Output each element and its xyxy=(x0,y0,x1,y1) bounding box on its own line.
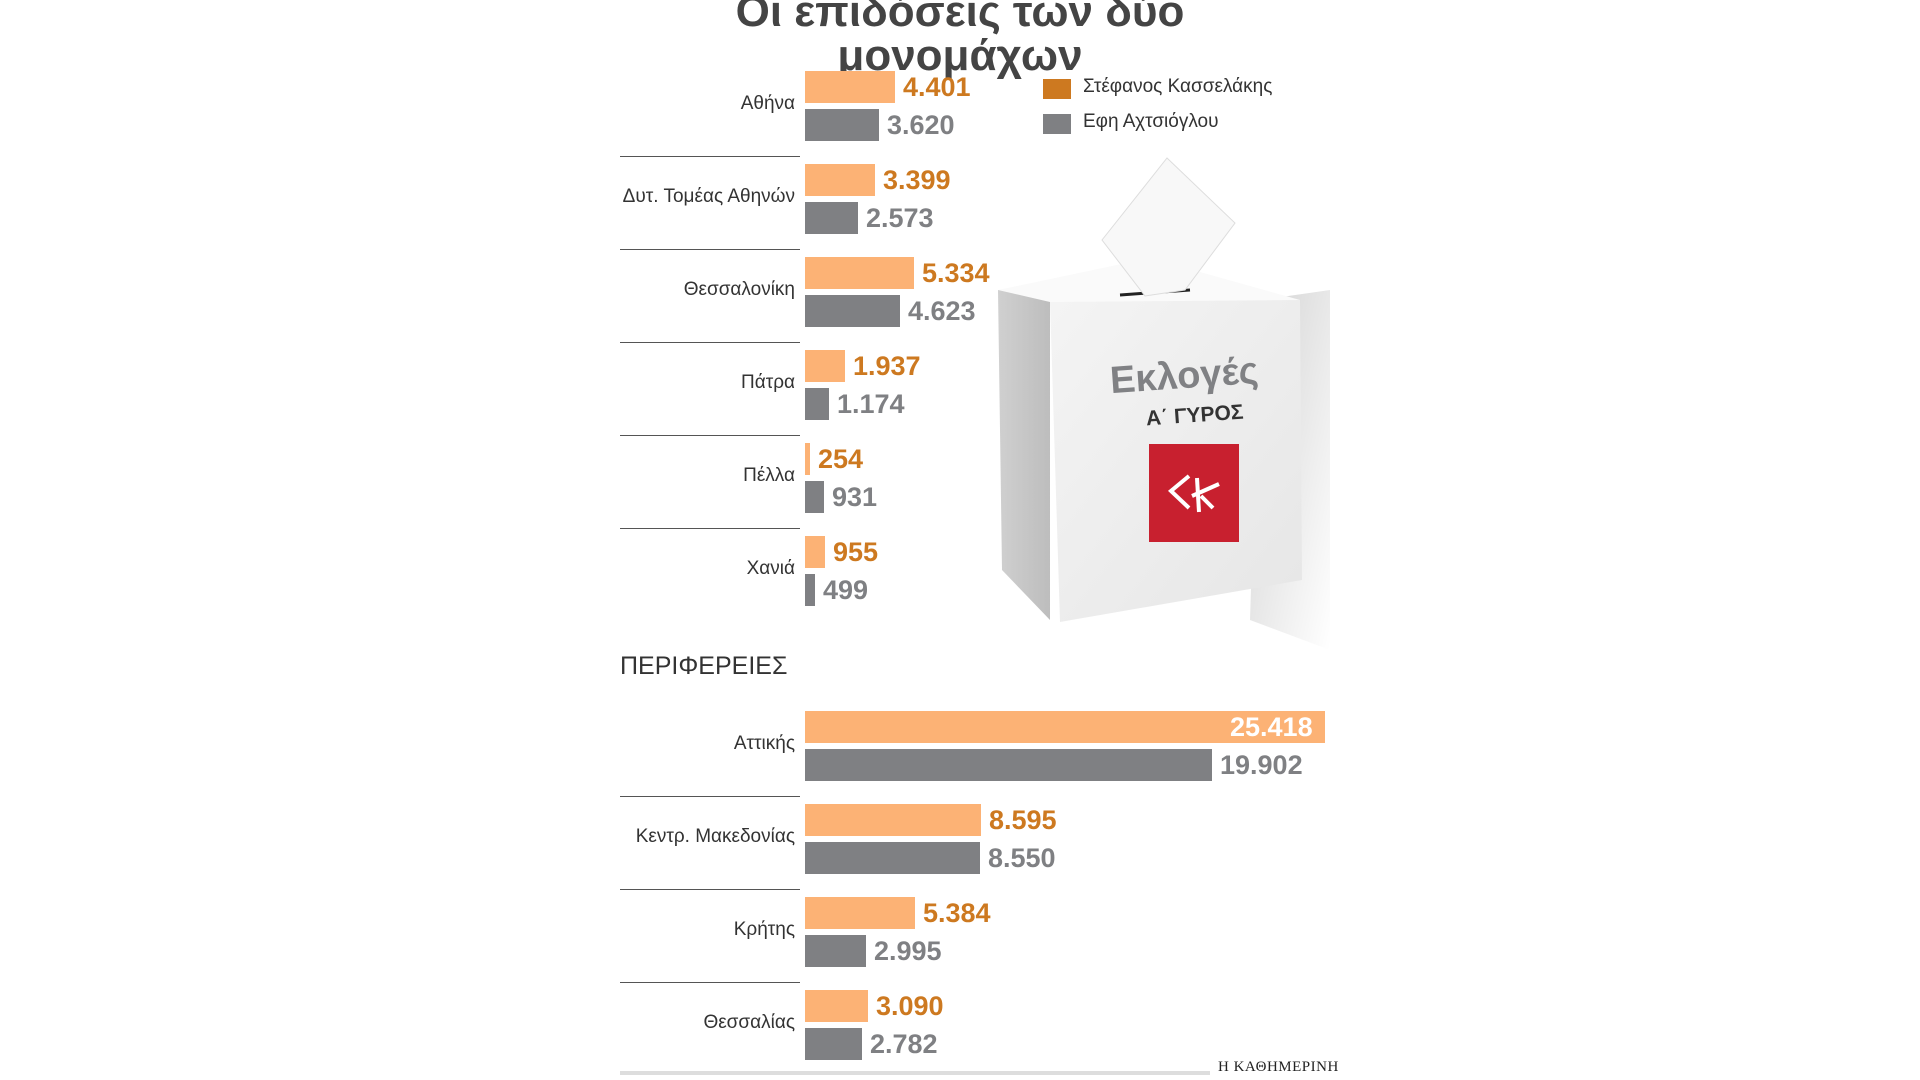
data-label: 2.573 xyxy=(866,203,934,233)
data-label: 5.384 xyxy=(923,898,991,928)
row-separator xyxy=(620,342,800,343)
category-label: Δυτ. Τομέας Αθηνών xyxy=(622,186,795,207)
bar-achtsioglou xyxy=(805,109,879,141)
bar-kasselakis xyxy=(805,536,825,568)
bar-achtsioglou xyxy=(805,202,858,234)
row-separator xyxy=(620,156,800,157)
bar-kasselakis xyxy=(805,990,868,1022)
category-label: Χανιά xyxy=(746,558,795,579)
category-label: Αθήνα xyxy=(740,93,795,114)
category-label: Θεσσαλίας xyxy=(703,1012,795,1033)
data-label: 4.623 xyxy=(908,296,976,326)
row-separator xyxy=(620,249,800,250)
bar-achtsioglou xyxy=(805,1028,862,1060)
syriza-logo-icon xyxy=(1149,444,1239,542)
data-label: 2.782 xyxy=(870,1029,938,1059)
bar-kasselakis xyxy=(805,257,914,289)
bar-kasselakis xyxy=(805,71,895,103)
data-label: 1.937 xyxy=(853,351,921,381)
footer-rule xyxy=(620,1071,1210,1075)
source-credit: Η ΚΑΘΗΜΕΡΙΝΗ xyxy=(1218,1059,1339,1075)
category-label: Κρήτης xyxy=(733,919,795,940)
data-label: 955 xyxy=(833,537,879,567)
bar-achtsioglou xyxy=(805,749,1212,781)
data-label: 3.620 xyxy=(887,110,955,140)
legend-label-kasselakis: Στέφανος Κασσελάκης xyxy=(1083,76,1273,97)
bar-achtsioglou xyxy=(805,388,829,420)
row-separator xyxy=(620,889,800,890)
bar-kasselakis xyxy=(805,804,981,836)
data-label: 499 xyxy=(823,575,869,605)
bar-achtsioglou xyxy=(805,481,824,513)
bar-kasselakis xyxy=(805,164,875,196)
data-label: 19.902 xyxy=(1220,750,1303,780)
row-separator xyxy=(620,528,800,529)
row-separator xyxy=(620,435,800,436)
legend-swatch-achtsioglou xyxy=(1043,114,1071,134)
data-label: 2.995 xyxy=(874,936,942,966)
bar-kasselakis xyxy=(805,897,915,929)
ballot-box-illustration xyxy=(998,157,1330,650)
bar-achtsioglou xyxy=(805,935,866,967)
section-label-regions: ΠΕΡΙΦΕΡΕΙΕΣ xyxy=(620,652,788,680)
category-label: Αττικής xyxy=(733,733,795,754)
data-label: 8.595 xyxy=(989,805,1057,835)
legend-swatch-kasselakis xyxy=(1043,79,1071,99)
data-label: 25.418 xyxy=(1230,712,1313,742)
bar-kasselakis xyxy=(805,350,845,382)
data-label: 254 xyxy=(818,444,864,474)
bar-kasselakis xyxy=(805,711,1325,743)
data-label: 5.334 xyxy=(922,258,990,288)
bar-achtsioglou xyxy=(805,295,900,327)
row-separator xyxy=(620,982,800,983)
chart-title: Οι επιδόσεις των δύο μονομάχων xyxy=(735,0,1185,80)
category-label: Θεσσαλονίκη xyxy=(683,279,795,300)
category-label: Κεντρ. Μακεδονίας xyxy=(635,826,795,847)
data-label: 8.550 xyxy=(988,843,1056,873)
bar-achtsioglou xyxy=(805,574,815,606)
data-label: 4.401 xyxy=(903,72,971,102)
category-label: Πάτρα xyxy=(740,372,795,393)
data-label: 931 xyxy=(832,482,878,512)
row-separator xyxy=(620,796,800,797)
data-label: 3.399 xyxy=(883,165,951,195)
bar-kasselakis xyxy=(805,443,810,475)
data-label: 1.174 xyxy=(837,389,905,419)
legend-label-achtsioglou: Εφη Αχτσιόγλου xyxy=(1083,111,1219,132)
category-label: Πέλλα xyxy=(743,465,795,486)
bar-achtsioglou xyxy=(805,842,980,874)
data-label: 3.090 xyxy=(876,991,944,1021)
